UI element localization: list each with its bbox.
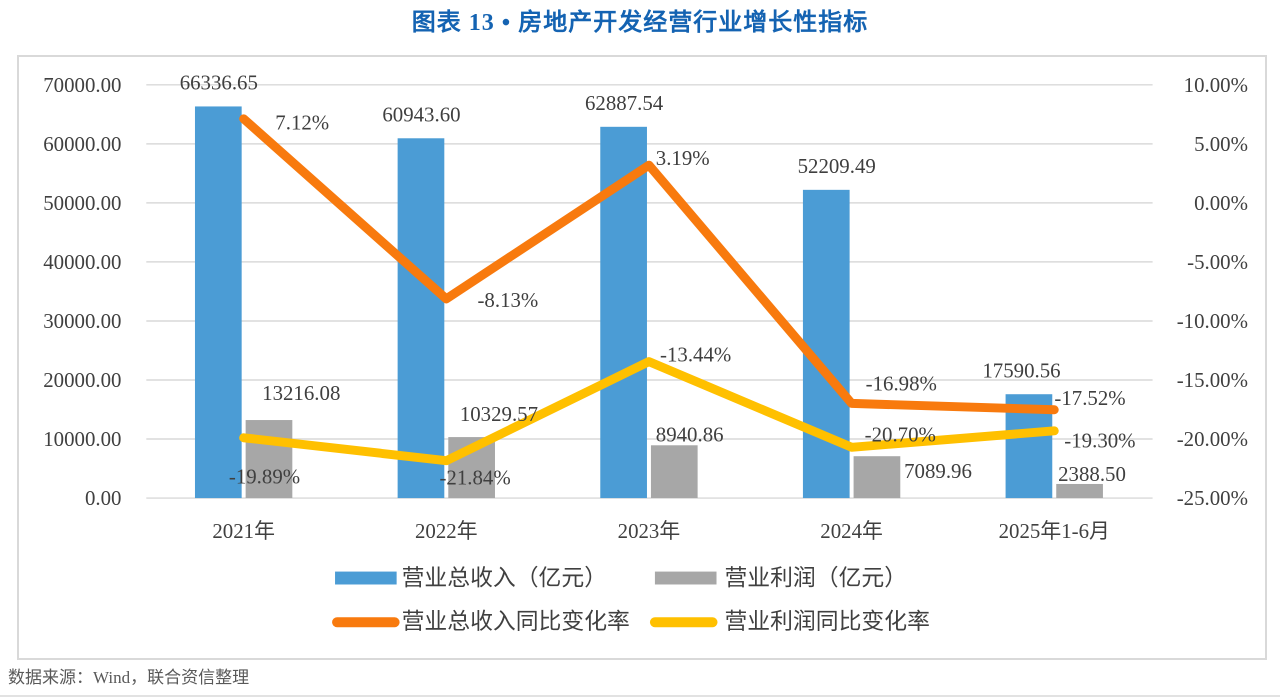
right-axis-tick: -15.00% — [1177, 368, 1248, 392]
category-label-2022年: 2022年 — [415, 519, 478, 543]
profit-bar-2021年 — [245, 420, 293, 499]
left-axis-tick: 10000.00 — [43, 427, 121, 451]
left-axis-tick: 70000.00 — [43, 73, 121, 97]
profit-bar-label-2023年: 8940.86 — [656, 422, 724, 446]
revenue-bar-2024年 — [802, 189, 850, 499]
profit-bar-label-2022年: 10329.57 — [460, 402, 538, 426]
revenue-bar-label-2024年: 52209.49 — [798, 154, 876, 178]
right-axis-tick: -25.00% — [1177, 486, 1248, 510]
right-axis-tick: 10.00% — [1184, 73, 1248, 97]
profit-growth-line-legend-label: 营业利润同比变化率 — [724, 609, 929, 634]
revenue-growth-line-legend-label: 营业总收入同比变化率 — [402, 609, 630, 634]
revenue-growth-line-label-2023年: 3.19% — [656, 146, 710, 170]
left-axis-tick: 60000.00 — [43, 132, 121, 156]
chart-title: 图表 13 • 房地产开发经营行业增长性指标 — [411, 10, 869, 36]
profit-bar-2025年1-6月 — [1056, 483, 1103, 499]
category-label-2025年1-6月: 2025年1-6月 — [999, 519, 1110, 543]
profit-growth-line-label-2023年: -13.44% — [660, 343, 731, 367]
revenue-bar-label-2021年: 66336.65 — [180, 71, 258, 95]
data-labels: 66336.65 60943.60 62887.54 52209.49 17590.56… — [180, 71, 1136, 490]
profit-bar-legend-swatch — [654, 571, 717, 585]
profit-growth-line-label-2025年1-6月: -19.30% — [1064, 429, 1135, 453]
profit-bar-2023年 — [650, 445, 698, 499]
profit-growth-line-label-2024年: -20.70% — [865, 422, 936, 446]
right-axis-tick: -10.00% — [1177, 309, 1248, 333]
gridlines — [146, 84, 1153, 499]
profit-bar-label-2024年: 7089.96 — [904, 459, 972, 483]
profit-bar-label-2025年1-6月: 2388.50 — [1058, 462, 1126, 486]
revenue-bar-legend-swatch — [335, 571, 397, 585]
revenue-bar-label-2023年: 62887.54 — [585, 91, 664, 115]
data-source-note: 数据来源：Wind，联合资信整理 — [8, 668, 250, 687]
revenue-bar-label-2022年: 60943.60 — [382, 102, 460, 126]
profit-bar-series — [245, 420, 1103, 499]
profit-bar-legend-label: 营业利润（亿元） — [724, 565, 907, 590]
revenue-bar-2022年 — [397, 138, 445, 499]
revenue-bar-2021年 — [194, 106, 242, 499]
category-labels: 2021年 2022年 2023年 2024年 2025年1-6月 — [212, 519, 1110, 543]
left-axis-tick: 40000.00 — [43, 250, 121, 274]
profit-growth-line-label-2022年: -21.84% — [439, 466, 510, 490]
profit-growth-line — [239, 357, 1059, 466]
revenue-growth-line-label-2024年: -16.98% — [866, 371, 937, 395]
right-axis-tick: -20.00% — [1177, 427, 1248, 451]
revenue-growth-line-label-2021年: 7.12% — [275, 111, 329, 135]
left-axis-tick: 50000.00 — [43, 191, 121, 215]
revenue-bar-label-2025年1-6月: 17590.56 — [982, 358, 1060, 382]
revenue-growth-line-label-2022年: -8.13% — [477, 288, 538, 312]
right-axis-tick: 5.00% — [1194, 132, 1248, 156]
left-axis-tick: 0.00 — [85, 486, 122, 510]
profit-bar-2024年 — [853, 456, 901, 499]
left-axis-tick: 30000.00 — [43, 309, 121, 333]
axis-labels: 70000.00 60000.00 50000.00 40000.00 30000.00… — [43, 73, 1248, 510]
revenue-growth-line — [239, 114, 1059, 415]
revenue-growth-line-label-2025年1-6月: -17.52% — [1054, 386, 1125, 410]
revenue-bar-legend-label: 营业总收入（亿元） — [402, 565, 607, 590]
right-axis-tick: 0.00% — [1194, 191, 1248, 215]
category-label-2021年: 2021年 — [212, 519, 275, 543]
combo-chart: 70000.00 60000.00 50000.00 40000.00 30000.00… — [43, 71, 1248, 635]
profit-growth-line-label-2021年: -19.89% — [229, 464, 300, 488]
revenue-bar-series — [194, 106, 1053, 499]
right-axis-tick: -5.00% — [1187, 250, 1248, 274]
chart-legend: 营业总收入（亿元） 营业利润（亿元） 营业总收入同比变化率 营业利润同比变化率 — [332, 565, 930, 634]
left-axis-tick: 20000.00 — [43, 368, 121, 392]
chart-frame: 70000.00 60000.00 50000.00 40000.00 30000.00… — [17, 55, 1267, 660]
category-label-2023年: 2023年 — [618, 519, 681, 543]
profit-bar-label-2021年: 13216.08 — [262, 381, 340, 405]
bottom-divider — [0, 695, 1280, 697]
category-label-2024年: 2024年 — [820, 519, 883, 543]
